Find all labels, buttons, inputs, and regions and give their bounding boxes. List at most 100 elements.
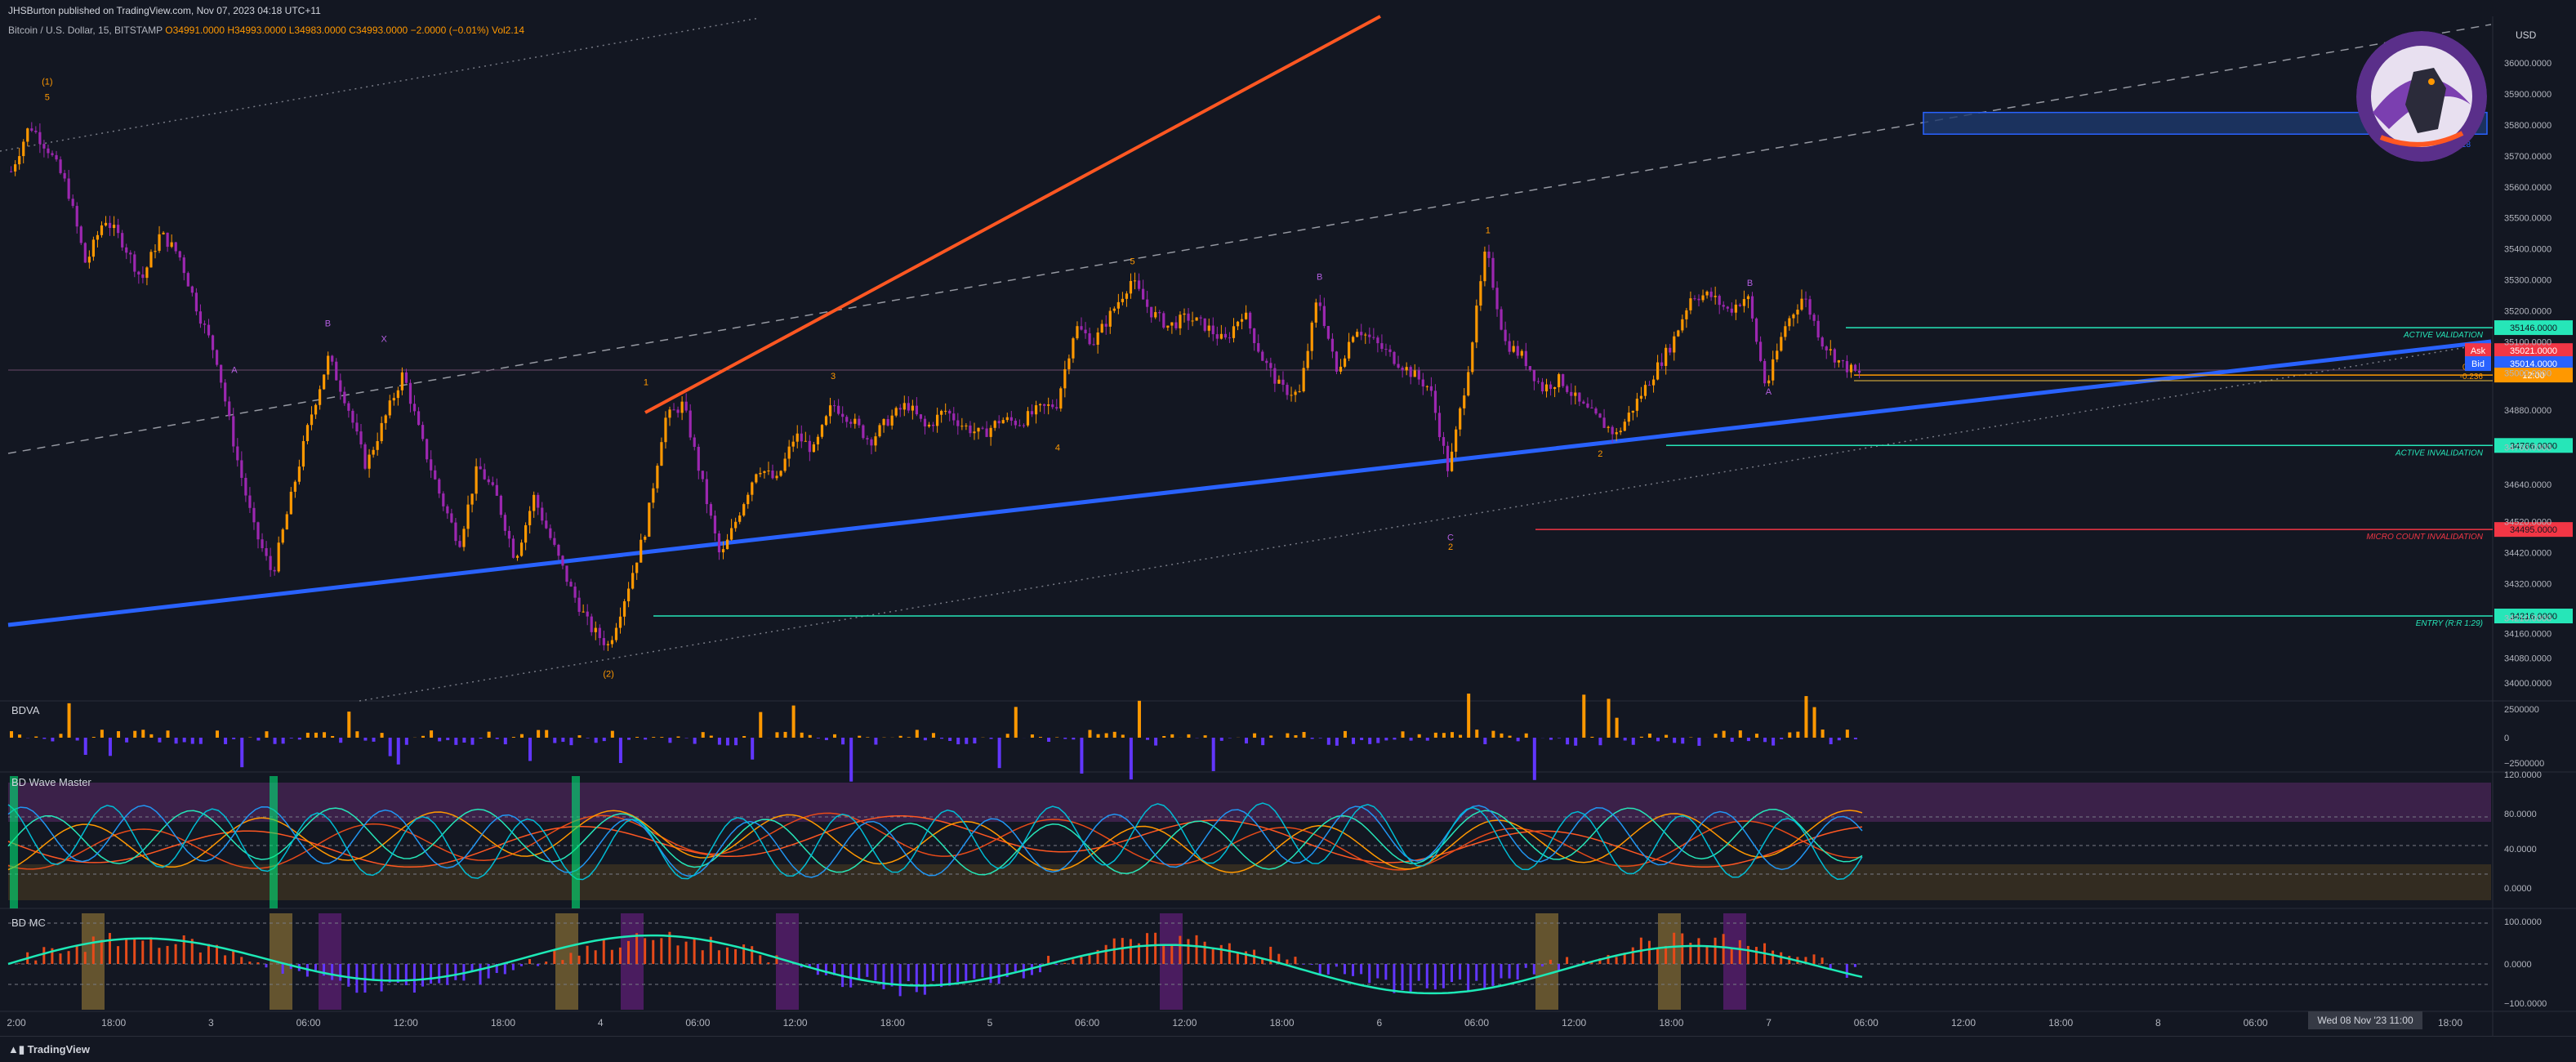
mc-histogram-bar (693, 939, 696, 964)
volume-bar (627, 738, 631, 740)
candle-body (1319, 302, 1321, 306)
candle-body (1838, 360, 1840, 363)
mc-histogram-bar (1723, 934, 1725, 964)
candle-body (1673, 337, 1675, 353)
candle-body (796, 434, 799, 442)
mc-histogram-bar (446, 964, 448, 985)
candle-body (1644, 385, 1647, 395)
candle-body (14, 164, 16, 172)
volume-bar (240, 738, 243, 767)
volume-bar (1763, 738, 1767, 742)
mc-histogram-bar (569, 953, 572, 964)
candle-body (615, 628, 617, 640)
volume-bar (1500, 734, 1503, 738)
candle-body (841, 414, 844, 417)
mc-histogram-bar (1080, 957, 1082, 964)
candle-body (1598, 413, 1601, 417)
volume-bar (454, 738, 457, 745)
candle-body (1471, 342, 1473, 372)
candle-body (1269, 363, 1272, 368)
candle-body (458, 541, 461, 547)
mc-histogram-bar (1755, 947, 1758, 964)
candle-body (381, 423, 383, 441)
candle-body (335, 362, 337, 381)
volume-bar (224, 738, 227, 744)
candle-body (1208, 326, 1210, 331)
mc-zone (555, 913, 578, 1010)
candle-body (216, 350, 218, 364)
candle-body (413, 404, 416, 411)
mc-histogram-bar (899, 964, 902, 996)
volume-bar (10, 731, 13, 738)
candle-body (1594, 408, 1597, 413)
candle-body (936, 415, 938, 426)
volume-bar (528, 738, 532, 761)
candle-body (1261, 351, 1263, 360)
candle-body (290, 492, 292, 514)
volume-bar (347, 712, 350, 738)
candle-body (1714, 296, 1717, 297)
candle-body (105, 223, 107, 225)
mc-histogram-bar (1294, 957, 1296, 964)
quote-price-value: 35021.0000 (2510, 346, 2557, 356)
candle-body (154, 251, 156, 252)
volume-bar (948, 738, 952, 741)
candle-body (347, 404, 350, 411)
candle-body (1059, 388, 1062, 408)
candle-body (1200, 318, 1202, 319)
candle-body (887, 419, 889, 426)
y-tick-label: 34160.0000 (2504, 629, 2551, 639)
candle-body (1566, 386, 1568, 392)
volume-tick-label: 2500000 (2504, 705, 2539, 715)
x-tick-label: 12:00 (1172, 1017, 1197, 1029)
candle-body (442, 493, 444, 506)
candle-body (434, 471, 436, 480)
volume-bar (1582, 694, 1585, 738)
candle-body (920, 414, 922, 419)
candle-body (591, 617, 593, 632)
candle-body (236, 446, 238, 460)
symbol-name[interactable]: Bitcoin / U.S. Dollar, 15, BITSTAMP (8, 25, 163, 36)
mc-histogram-bar (158, 948, 160, 964)
mc-histogram-bar (1162, 946, 1165, 964)
mc-histogram-bar (1681, 934, 1683, 964)
tradingview-logo[interactable]: ▲▮ TradingView (8, 1043, 90, 1056)
candle-body (817, 437, 819, 444)
mc-histogram-bar (891, 964, 894, 986)
candle-body (623, 601, 626, 617)
mc-histogram-bar (405, 964, 408, 985)
x-tick-label: 06:00 (685, 1017, 710, 1029)
mc-histogram-bar (1475, 964, 1477, 981)
volume-bar (537, 730, 540, 738)
wave-pane-label[interactable]: BD Wave Master (11, 776, 91, 788)
volume-bar (1755, 734, 1758, 738)
candle-body (911, 406, 914, 411)
volume-bar (775, 732, 778, 738)
candle-body (1500, 310, 1502, 330)
mc-pane-label[interactable]: BD MC (11, 917, 46, 929)
volume-bar (1269, 735, 1272, 738)
candle-body (1800, 299, 1803, 310)
level-label: ENTRY (R:R 1:29) (2416, 619, 2483, 628)
volume-bar (34, 737, 38, 738)
volume-pane-label[interactable]: BDVA (11, 704, 39, 716)
volume-bar (1047, 738, 1050, 742)
currency-label: USD (2516, 29, 2536, 41)
candle-body (1162, 313, 1165, 328)
volume-bar (1187, 734, 1190, 738)
volume-bar (1483, 738, 1486, 744)
volume-bar (175, 738, 178, 743)
candle-body (1067, 359, 1070, 369)
x-tick-label: 06:00 (296, 1017, 321, 1029)
wave-signal-bar (270, 776, 278, 908)
mc-histogram-bar (965, 964, 967, 980)
mc-histogram-bar (545, 962, 547, 964)
candle-body (1187, 314, 1189, 321)
volume-bar (998, 738, 1001, 768)
candle-body (1113, 309, 1116, 311)
volume-bar (1286, 734, 1289, 738)
candle-body (393, 398, 395, 400)
volume-bar (1590, 737, 1593, 738)
volume-bar (100, 730, 104, 738)
